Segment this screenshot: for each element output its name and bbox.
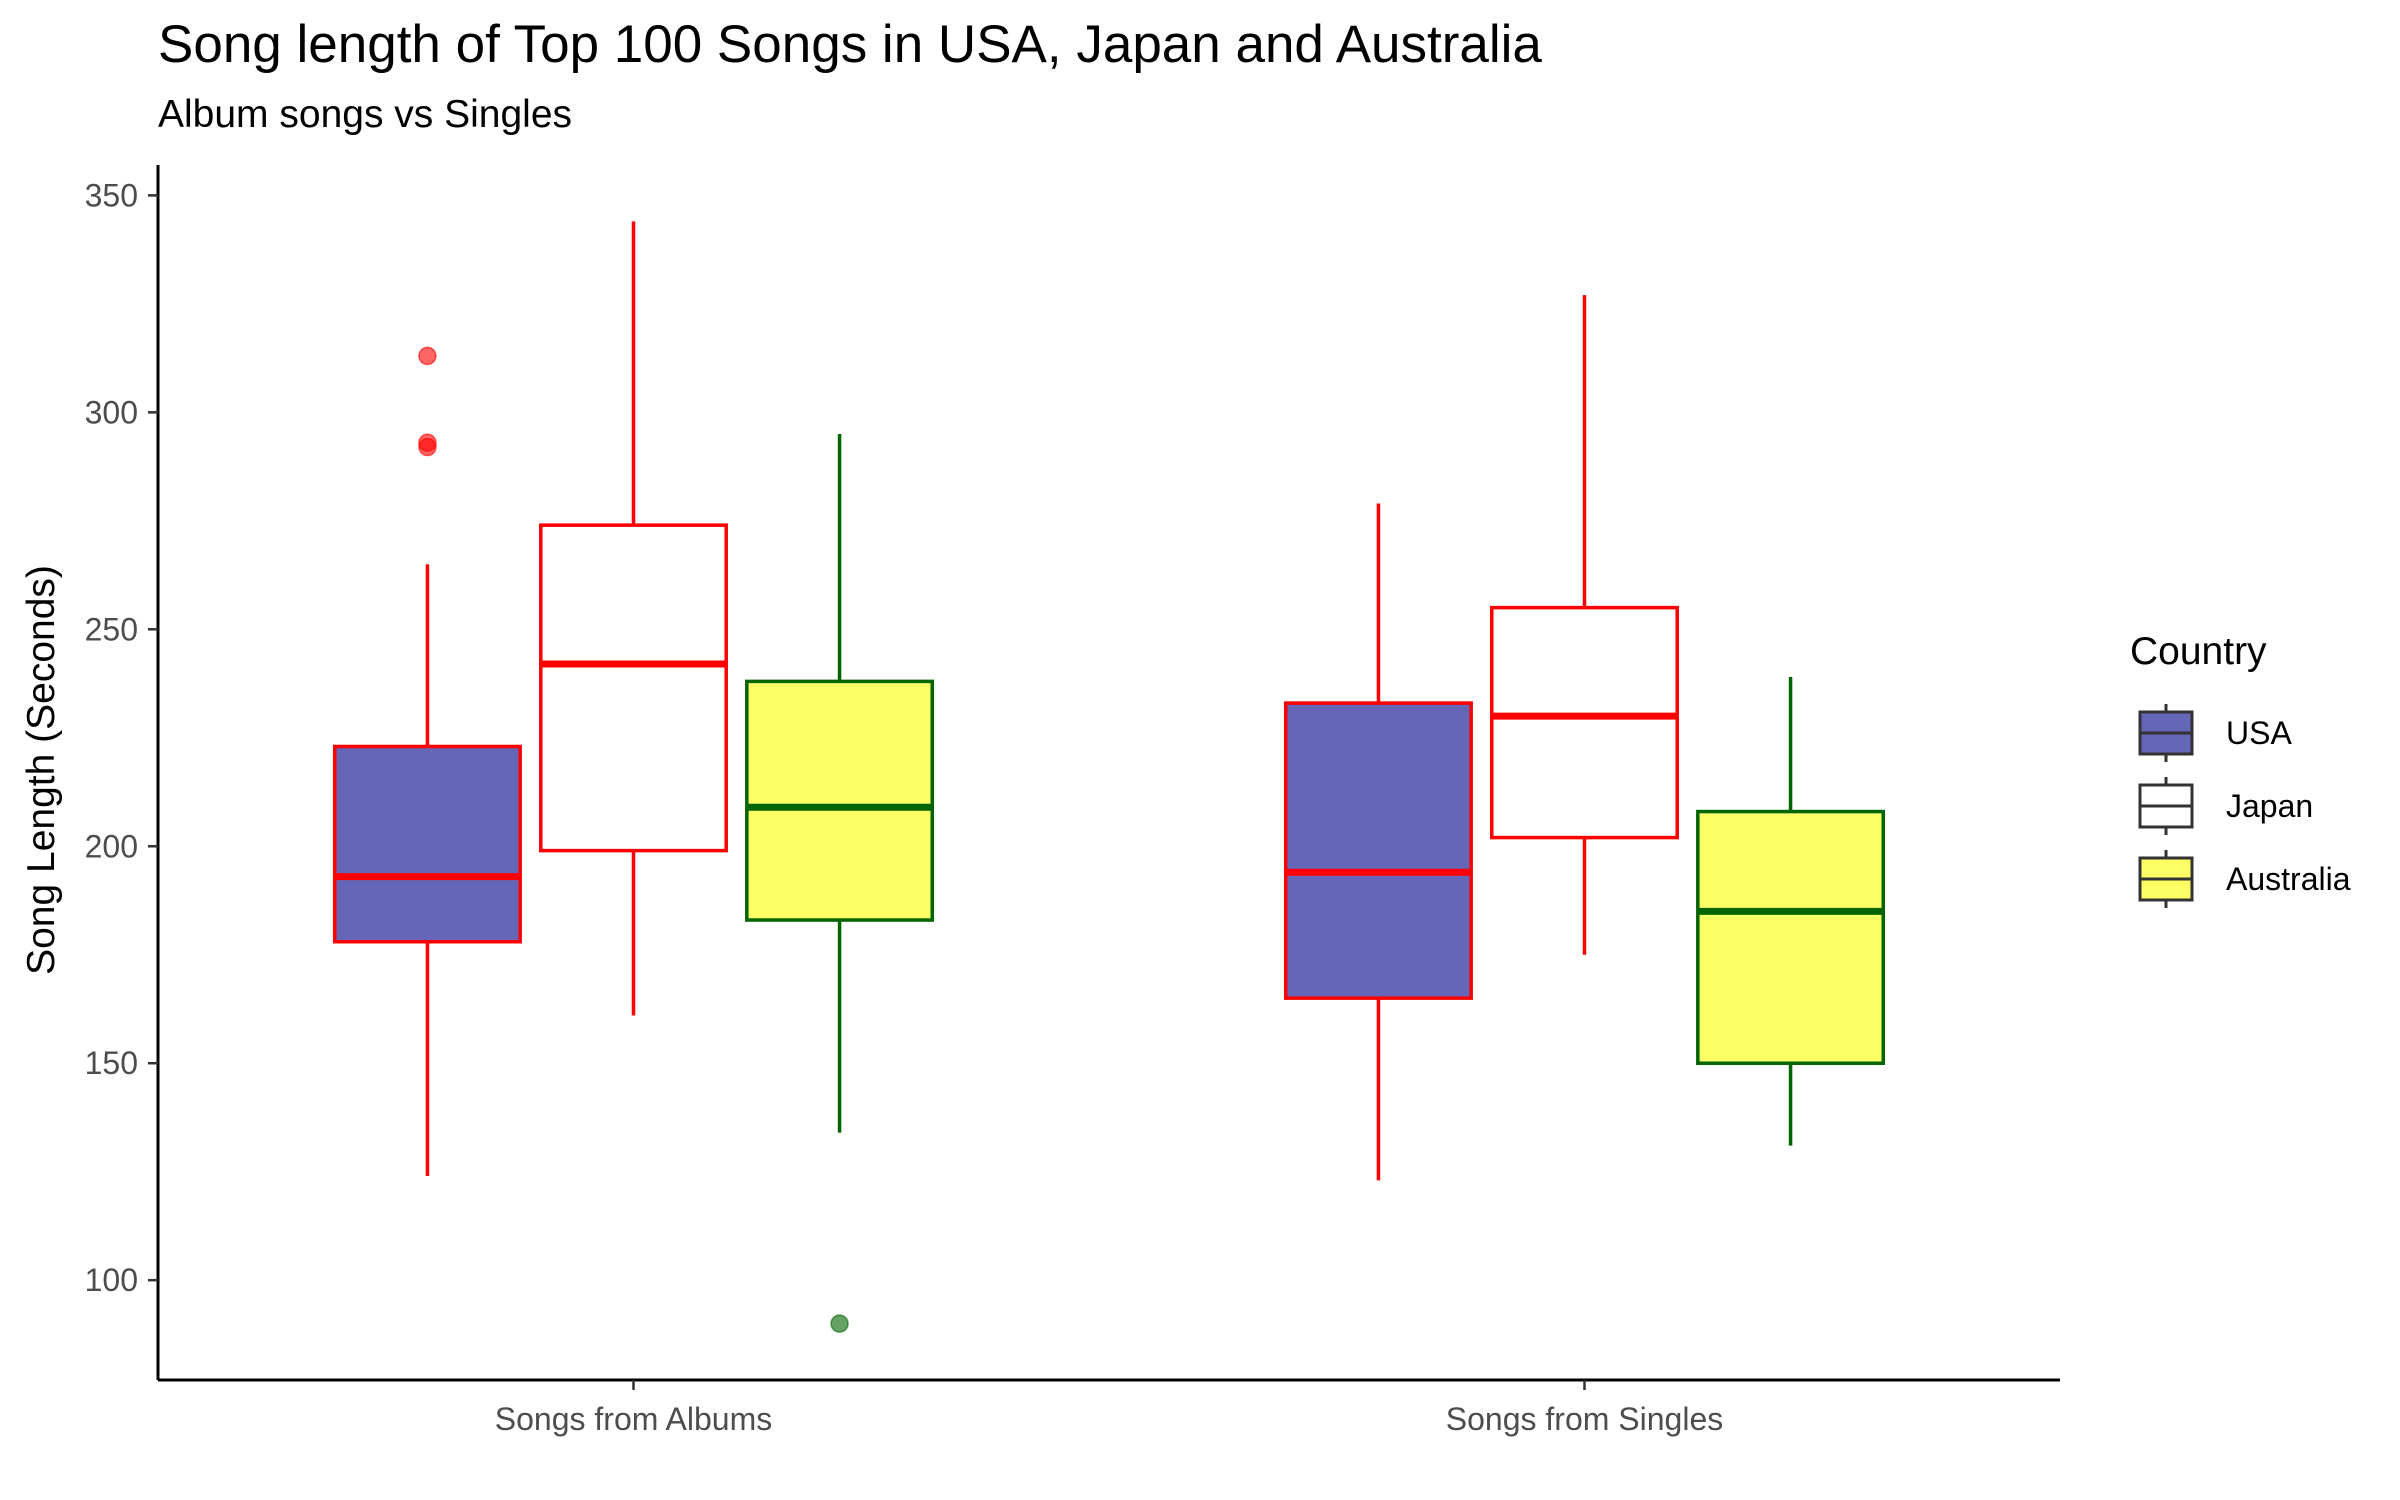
box-usa-albums [332,346,522,1177]
box-australia-singles [1696,677,1886,1146]
chart-subtitle: Album songs vs Singles [158,93,572,136]
chart-title: Song length of Top 100 Songs in USA, Jap… [158,15,1542,74]
legend-label: USA [2226,715,2292,751]
legend-label: Japan [2226,788,2313,824]
outlier-point [830,1314,849,1333]
y-tick-label: 350 [85,177,138,213]
y-axis-title: Song Length (Seconds) [20,565,63,975]
legend-label: Australia [2226,861,2351,897]
outlier-point [418,346,437,366]
legend-item-japan: Japan [2138,777,2313,835]
plot-area: 100 150 200 250 300 350 Songs from Albums Songs… [85,165,2060,1437]
x-tick-label: Songs from Singles [1446,1401,1723,1437]
y-tick-label: 250 [85,611,138,647]
legend-title: Country [2130,630,2267,673]
outlier-point [418,433,437,452]
box-iqr [1696,809,1886,1065]
y-tick-label: 150 [85,1045,138,1081]
box-iqr [539,523,728,853]
box-australia-albums [745,434,935,1333]
box-japan-albums [539,221,728,1016]
box-iqr [332,744,522,944]
box-japan-singles [1490,295,1679,955]
box-usa-singles [1283,503,1473,1181]
box-iqr [1283,701,1473,1000]
y-tick-label: 100 [85,1262,138,1298]
legend: Country USA Japan Australia [2130,630,2351,908]
legend-item-australia: Australia [2138,850,2351,908]
y-tick-label: 300 [85,394,138,430]
x-tick-label: Songs from Albums [495,1401,772,1437]
y-tick-label: 200 [85,828,138,864]
legend-item-usa: USA [2138,704,2292,762]
box-iqr [745,679,935,922]
box-iqr [1490,605,1679,840]
